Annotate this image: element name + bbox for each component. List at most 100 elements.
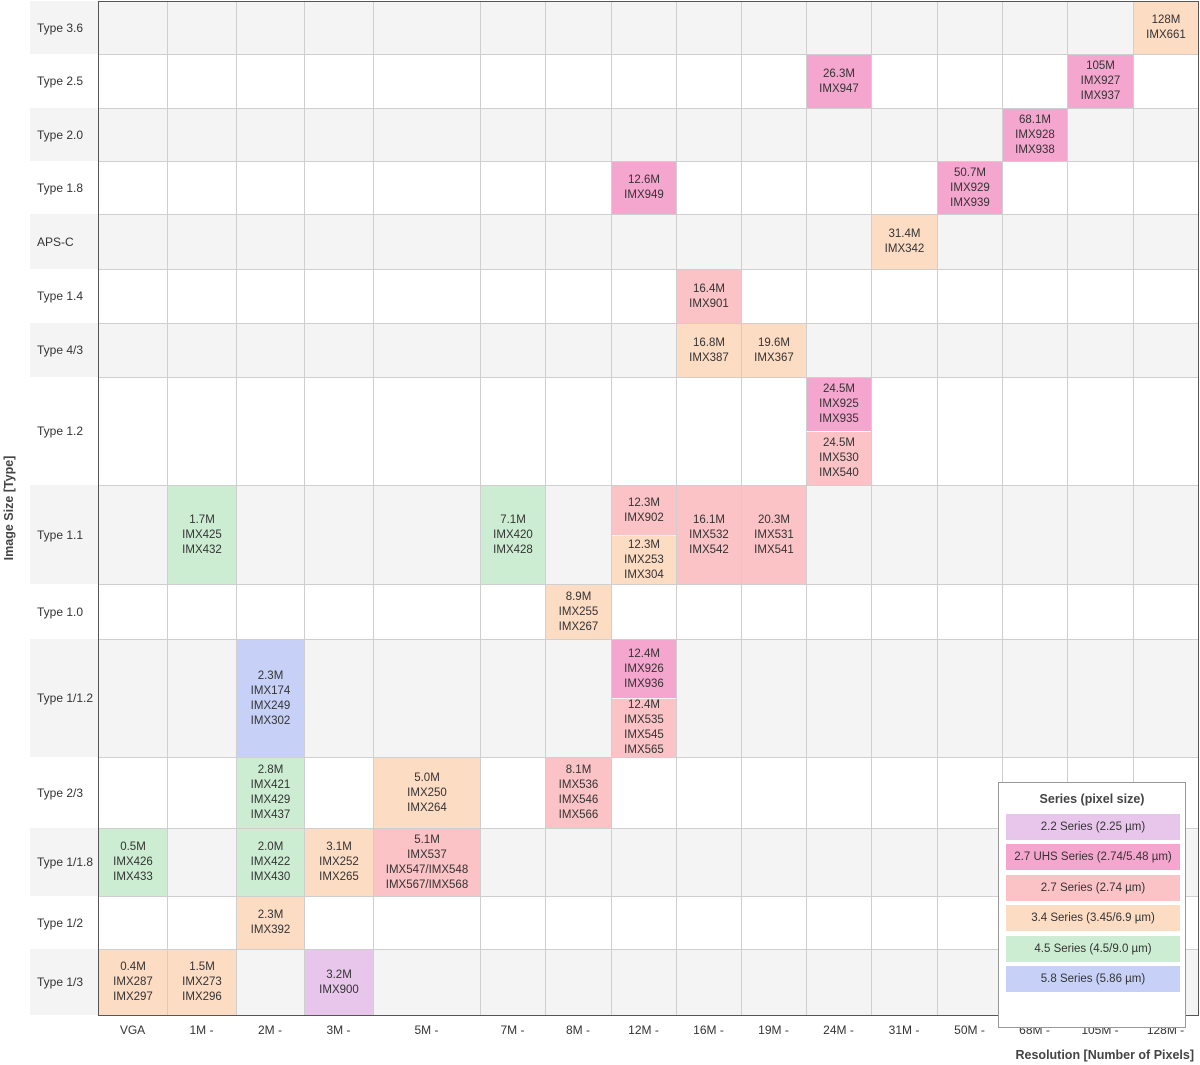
- cell-model: IMX420: [493, 528, 533, 541]
- cell-model: IMX900: [319, 983, 359, 996]
- legend: Series (pixel size) 2.2 Series (2.25 µm)…: [998, 782, 1186, 1028]
- grid-column-line: [741, 1, 742, 1015]
- cell-resolution: 68.1M: [1019, 113, 1051, 126]
- grid-column-line: [1067, 1, 1068, 1015]
- cell-model: IMX936: [624, 677, 664, 690]
- sensor-cell: 8.9M IMX255 IMX267: [546, 585, 611, 639]
- row-label: Type 4/3: [37, 343, 84, 357]
- row-label: Type 1/1.2: [37, 691, 94, 705]
- grid-row-line: [98, 639, 1198, 640]
- cell-model: IMX273: [182, 976, 222, 988]
- x-axis-title: Resolution [Number of Pixels]: [1015, 1048, 1195, 1062]
- cell-model: IMX937: [1080, 90, 1121, 102]
- row-band: [30, 214, 1198, 269]
- grid-column-line: [676, 1, 677, 1015]
- row-label: Type 1/1.8: [37, 855, 94, 869]
- column-label: 19M -: [758, 1023, 789, 1037]
- grid-column-line: [871, 1, 872, 1015]
- grid-row-line: [98, 828, 1198, 829]
- cell-resolution: 2.3M: [257, 669, 284, 682]
- cell-resolution: 8.9M: [565, 590, 592, 603]
- cell-resolution: 12.3M: [628, 496, 660, 509]
- cell-model: IMX367: [754, 351, 794, 364]
- cell-model: IMX935: [819, 413, 859, 425]
- cell-resolution: 12.4M: [628, 647, 660, 660]
- cell-model: IMX265: [319, 871, 359, 883]
- cell-model: IMX928: [1015, 128, 1055, 141]
- sensor-cell: 12.3M IMX902: [612, 486, 676, 535]
- cell-model: IMX546: [558, 794, 599, 806]
- cell-model: IMX938: [1015, 143, 1055, 156]
- grid-row-line: [98, 949, 1198, 950]
- sensor-cell: 12.3M IMX253 IMX304: [612, 536, 676, 584]
- grid-column-line: [167, 1, 168, 1015]
- legend-item: 3.4 Series (3.45/6.9 µm): [1006, 905, 1180, 932]
- column-label: 16M -: [693, 1023, 724, 1037]
- cell-resolution: 5.1M: [414, 833, 440, 846]
- cell-model: IMX901: [689, 297, 729, 310]
- sensor-cell: 16.1M IMX532 IMX542: [677, 486, 741, 584]
- cell-resolution: 12.6M: [628, 174, 660, 186]
- column-label: 50M -: [954, 1023, 985, 1037]
- grid-column-line: [937, 1, 938, 1015]
- cell-resolution: 2.8M: [257, 764, 284, 776]
- cell-resolution: 24.5M: [823, 383, 855, 395]
- cell-resolution: 16.4M: [693, 282, 725, 295]
- row-label: Type 1.1: [37, 527, 84, 542]
- sensor-cell: 2.3M IMX392: [237, 897, 304, 949]
- legend-item: 2.7 Series (2.74 µm): [1006, 874, 1180, 901]
- row-label: Type 1.8: [37, 180, 84, 195]
- cell-resolution: 3.2M: [326, 968, 352, 981]
- grid-row-line: [98, 485, 1198, 486]
- grid-column-line: [373, 1, 374, 1015]
- column-label: 5M -: [414, 1023, 439, 1037]
- cell-model: IMX929: [950, 181, 990, 194]
- cell-resolution: 128M: [1151, 14, 1181, 26]
- grid-row-line: [98, 584, 1198, 585]
- column-label: 1M -: [189, 1023, 214, 1037]
- cell-resolution: 7.1M: [500, 513, 526, 526]
- cell-model: IMX541: [754, 543, 794, 556]
- cell-model: IMX536: [558, 779, 599, 791]
- row-label: Type 2.0: [37, 127, 84, 142]
- sensor-cell: 128M IMX661: [1134, 2, 1198, 54]
- cell-resolution: 2.0M: [257, 841, 284, 853]
- legend-title: Series (pixel size): [1039, 792, 1145, 806]
- cell-model: IMX304: [624, 568, 664, 581]
- sensor-cell: 24.5M IMX530 IMX540: [807, 432, 871, 485]
- sensor-cell: 12.4M IMX535 IMX545 IMX565: [612, 699, 676, 757]
- cell-resolution: 2.3M: [257, 909, 284, 921]
- column-label: VGA: [119, 1023, 146, 1037]
- cell-model: IMX925: [819, 398, 859, 410]
- cell-model: IMX429: [250, 794, 291, 806]
- grid-row-line: [98, 377, 1198, 378]
- cell-resolution: 24.5M: [823, 437, 855, 449]
- cell-model: IMX939: [950, 196, 990, 209]
- row-label: Type 1/3: [37, 975, 84, 989]
- cell-resolution: 26.3M: [823, 67, 855, 80]
- row-label: Type 1.4: [37, 289, 84, 303]
- grid-row-line: [98, 214, 1198, 215]
- cell-model: IMX949: [624, 189, 664, 201]
- grid-column-line: [480, 1, 481, 1015]
- row-band: [30, 584, 1198, 639]
- column-label: 12M -: [628, 1023, 659, 1037]
- sensor-cell: 1.5M IMX273 IMX296: [168, 950, 236, 1015]
- sensor-cell: 12.6M IMX949: [612, 162, 676, 214]
- cell-model: IMX387: [689, 351, 729, 364]
- cell-resolution: 19.6M: [758, 336, 790, 349]
- cell-model: IMX430: [250, 871, 291, 883]
- cell-resolution: 0.5M: [120, 841, 146, 853]
- row-band: [30, 377, 1198, 485]
- cell-resolution: 0.4M: [120, 961, 146, 973]
- row-label: Type 1/2: [37, 915, 84, 930]
- chart-frame: [98, 1, 1199, 1016]
- cell-model: IMX902: [624, 511, 664, 524]
- sensor-cell: 20.3M IMX531 IMX541: [742, 486, 806, 584]
- row-label: Type 3.6: [37, 20, 84, 35]
- cell-model: IMX421: [250, 779, 291, 791]
- sensor-cell: 5.1M IMX537 IMX547/IMX548 IMX567/IMX568: [374, 829, 480, 896]
- cell-model: IMX565: [624, 744, 664, 756]
- sensor-cell: 16.8M IMX387: [677, 324, 741, 377]
- grid-row-line: [98, 757, 1198, 758]
